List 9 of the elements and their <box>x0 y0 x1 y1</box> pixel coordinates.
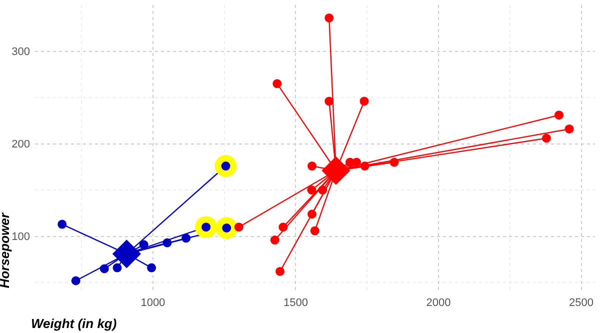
y-tick-label: 300 <box>12 46 30 58</box>
x-tick-label: 1500 <box>283 297 308 309</box>
y-tick-label: 100 <box>12 231 30 244</box>
x-tick-label: 2000 <box>426 297 451 309</box>
x-tick-label: 2500 <box>569 297 594 309</box>
x-tick-label: 1000 <box>140 297 166 309</box>
y-tick-label: 200 <box>12 138 30 151</box>
y-axis-title: Horsepower <box>0 212 12 288</box>
x-axis-title: Weight (in kg) <box>31 316 117 331</box>
